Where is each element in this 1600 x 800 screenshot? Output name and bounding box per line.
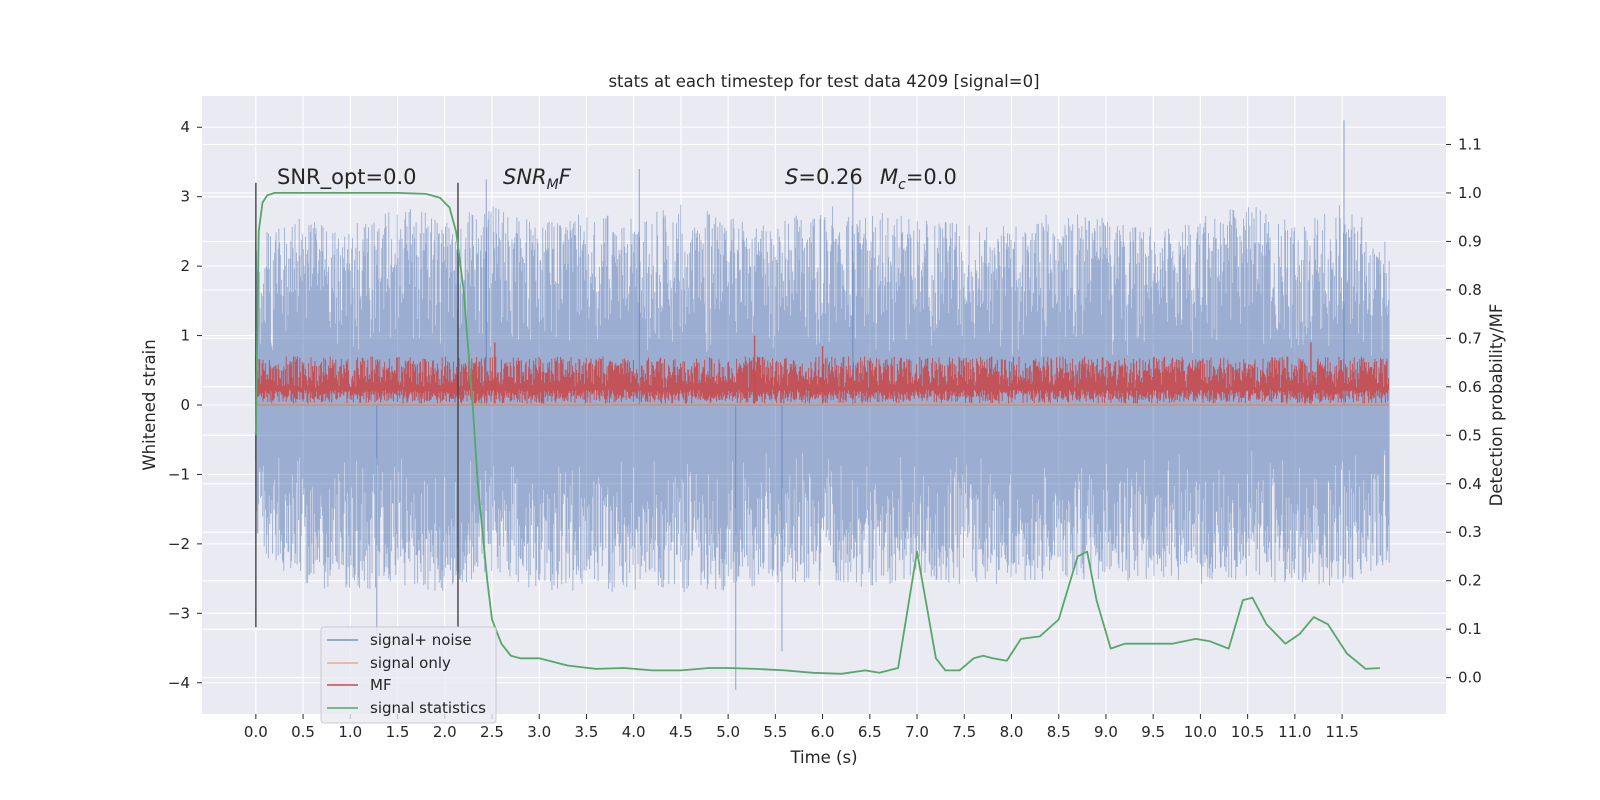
y-tick-label: −1	[168, 465, 190, 483]
chart-title: stats at each timestep for test data 420…	[608, 72, 1039, 91]
x-tick-label: 4.0	[622, 723, 646, 741]
y2-tick-label: 0.7	[1458, 329, 1482, 347]
x-tick-label: 6.5	[858, 723, 882, 741]
x-tick-label: 0.5	[291, 723, 315, 741]
x-tick-label: 3.0	[527, 723, 551, 741]
x-tick-label: 1.0	[338, 723, 362, 741]
x-tick-label: 5.5	[763, 723, 787, 741]
legend-label-signal-statistics: signal statistics	[370, 699, 486, 717]
signal-statistics-line	[254, 191, 1380, 675]
x-tick-label: 10.0	[1184, 723, 1217, 741]
annotation-mc: Mc=0.0	[880, 165, 957, 193]
y-axis-label: Whitened strain	[140, 339, 159, 470]
y2-tick-label: 0.2	[1458, 572, 1482, 590]
x-tick-label: 4.5	[669, 723, 693, 741]
y-tick-label: 2	[180, 257, 190, 275]
x-axis-label: Time (s)	[789, 748, 857, 767]
legend-label-signal-plus-noise: signal+ noise	[370, 631, 472, 649]
x-tick-label: 2.0	[433, 723, 457, 741]
legend-label-mf: MF	[370, 676, 392, 694]
x-axis-ticks: 0.0 0.5 1.0 1.5 2.0 2.5 3.0 3.5 4.0 4.5 5.0 5.5 6.0 6…	[244, 714, 1359, 741]
annotation-snr-opt: SNR_opt=0.0	[277, 165, 417, 190]
y2-tick-label: 0.4	[1458, 475, 1482, 493]
legend-box	[320, 626, 497, 724]
annotations: SNR_opt=0.0 SNRMF S=0.26 Mc=0.0	[277, 165, 957, 193]
legend: signal+ noise signal only MF signal stat…	[320, 626, 497, 724]
y-tick-label: 1	[180, 327, 190, 345]
y2-tick-label: 0.8	[1458, 281, 1482, 299]
x-tick-label: 9.5	[1141, 723, 1165, 741]
y2-tick-label: 0.5	[1458, 426, 1482, 444]
x-tick-label: 7.5	[952, 723, 976, 741]
y2-tick-label: 0.3	[1458, 523, 1482, 541]
y-tick-label: 4	[180, 118, 190, 136]
y2-axis-ticks: 0.0 0.1 0.2 0.3 0.4 0.5 0.6 0.7 0.8 0.9 1.0 1.1	[1446, 135, 1482, 687]
series-signal-statistics	[254, 191, 1380, 675]
y2-tick-label: 0.1	[1458, 620, 1482, 638]
y-tick-label: 3	[180, 188, 190, 206]
annotation-snr-mf: SNRMF	[503, 165, 572, 193]
y2-tick-label: 1.0	[1458, 184, 1482, 202]
x-tick-label: 11.0	[1278, 723, 1311, 741]
x-tick-label: 8.0	[1000, 723, 1024, 741]
y-tick-label: −3	[168, 604, 190, 622]
legend-label-signal-only: signal only	[370, 654, 451, 672]
x-tick-label: 7.0	[905, 723, 929, 741]
y-axis-ticks: −4 −3 −2 −1 0 1 2 3 4	[168, 118, 202, 692]
y2-tick-label: 0.9	[1458, 232, 1482, 250]
x-tick-label: 5.0	[716, 723, 740, 741]
y-tick-label: −4	[168, 674, 190, 692]
x-tick-label: 0.0	[244, 723, 268, 741]
x-tick-label: 3.5	[575, 723, 599, 741]
y2-tick-label: 1.1	[1458, 135, 1482, 153]
x-tick-label: 10.5	[1231, 723, 1264, 741]
annotation-s: S=0.26	[785, 165, 863, 189]
y-tick-label: 0	[180, 396, 190, 414]
x-tick-label: 1.5	[386, 723, 410, 741]
y2-tick-label: 0.0	[1458, 669, 1482, 687]
x-tick-label: 8.5	[1047, 723, 1071, 741]
x-tick-label: 2.5	[480, 723, 504, 741]
y2-axis-label: Detection probability/MF	[1487, 304, 1506, 507]
y2-tick-label: 0.6	[1458, 378, 1482, 396]
x-tick-label: 11.5	[1325, 723, 1358, 741]
x-tick-label: 6.0	[811, 723, 835, 741]
x-tick-label: 9.0	[1094, 723, 1118, 741]
y-tick-label: −2	[168, 535, 190, 553]
